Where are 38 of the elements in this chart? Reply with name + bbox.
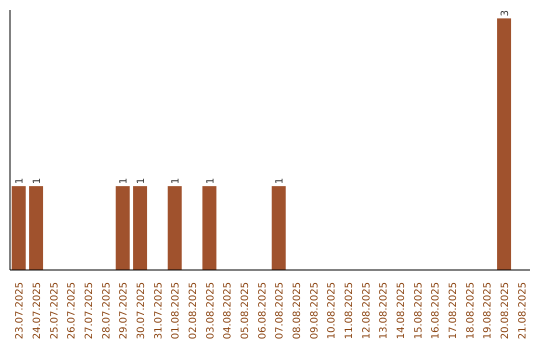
x-tick-label: 30.07.2025 xyxy=(136,282,147,340)
x-tick-label: 04.08.2025 xyxy=(222,282,234,340)
x-tick-label: 13.08.2025 xyxy=(378,282,390,340)
data-label: 1 xyxy=(32,178,44,184)
data-label: 1 xyxy=(118,178,130,184)
data-label: 3 xyxy=(500,10,512,16)
data-label: 1 xyxy=(170,178,182,184)
data-label: 1 xyxy=(14,178,26,184)
x-tick-label: 15.08.2025 xyxy=(413,282,424,340)
x-tick-label: 01.08.2025 xyxy=(170,282,182,340)
x-tick-label: 10.08.2025 xyxy=(326,282,338,340)
x-tick-label: 24.07.2025 xyxy=(32,282,43,340)
x-tick-label: 07.08.2025 xyxy=(274,282,286,340)
data-label: 1 xyxy=(205,178,216,184)
data-label: 1 xyxy=(136,178,148,184)
x-tick-label: 09.08.2025 xyxy=(309,282,320,340)
x-tick-label: 18.08.2025 xyxy=(465,282,476,340)
x-tick-label: 11.08.2025 xyxy=(344,282,355,340)
x-tick-label: 12.08.2025 xyxy=(361,282,372,340)
x-tick-label: 23.07.2025 xyxy=(14,282,26,340)
x-tick-label: 28.07.2025 xyxy=(101,282,112,340)
x-tick-label: 27.07.2025 xyxy=(84,282,95,340)
x-tick-label: 14.08.2025 xyxy=(396,282,407,340)
x-tick-label: 03.08.2025 xyxy=(205,282,216,340)
x-tick-label: 05.08.2025 xyxy=(240,282,251,340)
data-label: 1 xyxy=(274,178,286,184)
x-tick-label: 17.08.2025 xyxy=(448,282,459,340)
x-tick-label: 26.07.2025 xyxy=(66,282,78,340)
x-tick-label: 08.08.2025 xyxy=(292,282,303,340)
x-tick-label: 20.08.2025 xyxy=(500,282,511,340)
x-tick-label: 29.07.2025 xyxy=(118,282,130,340)
x-tick-label: 31.07.2025 xyxy=(153,282,164,340)
x-tick-label: 19.08.2025 xyxy=(482,282,494,340)
x-tick-label: 25.07.2025 xyxy=(49,282,60,340)
x-tick-label: 02.08.2025 xyxy=(188,282,199,340)
x-tick-label: 06.08.2025 xyxy=(257,282,268,340)
x-tick-label: 21.08.2025 xyxy=(517,282,528,340)
x-tick-label: 16.08.2025 xyxy=(430,282,442,340)
